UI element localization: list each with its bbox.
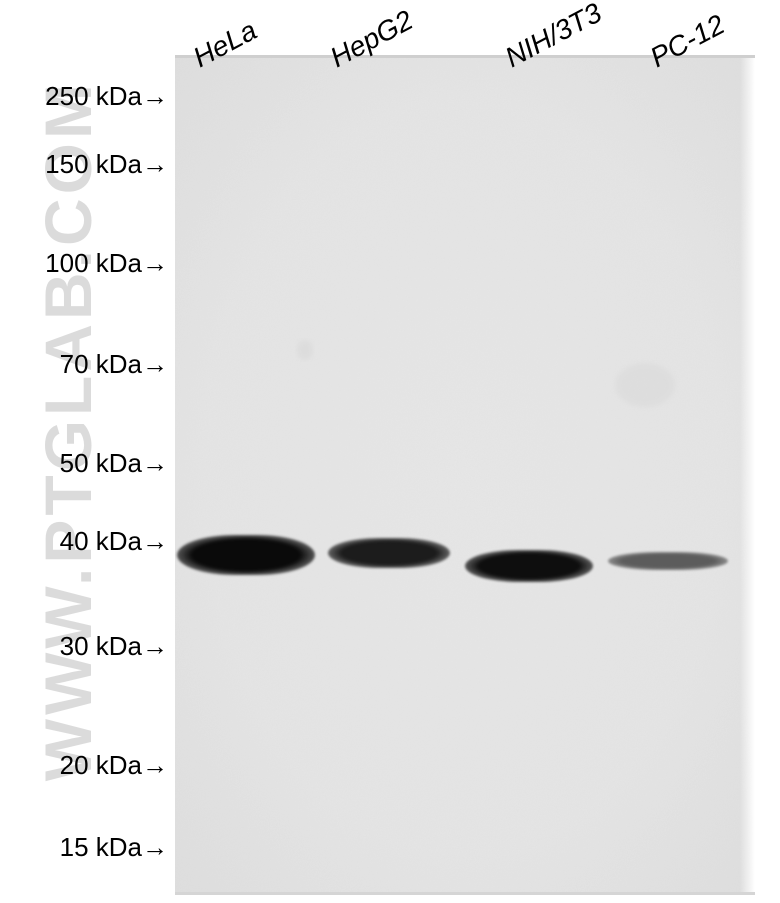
blot-container: WWW.PTGLAB.COM HeLa HepG2 NIH/3T3 PC-12 …	[0, 0, 780, 903]
mw-label-150: 150 kDa→	[0, 149, 168, 180]
mw-label-250: 250 kDa→	[0, 81, 168, 112]
mw-label-70: 70 kDa→	[0, 349, 168, 380]
watermark-text: WWW.PTGLAB.COM	[30, 80, 106, 781]
band-hepg2	[328, 538, 450, 568]
mw-label-40: 40 kDa→	[0, 526, 168, 557]
mw-label-20: 20 kDa→	[0, 750, 168, 781]
band-hela	[177, 535, 315, 575]
mw-label-50: 50 kDa→	[0, 448, 168, 479]
membrane-svg	[175, 55, 755, 895]
mw-label-30: 30 kDa→	[0, 631, 168, 662]
blot-membrane	[175, 55, 755, 895]
mw-label-15: 15 kDa→	[0, 832, 168, 863]
band-nih3t3	[465, 550, 593, 582]
mw-label-100: 100 kDa→	[0, 248, 168, 279]
band-pc12	[608, 552, 728, 570]
